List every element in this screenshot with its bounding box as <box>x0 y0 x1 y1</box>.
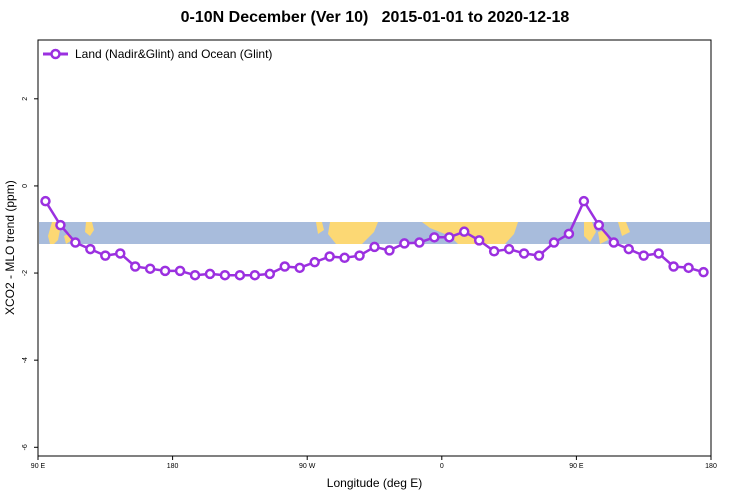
data-point <box>593 219 605 231</box>
data-point <box>174 265 186 277</box>
ocean-band <box>39 222 710 244</box>
x-tick-label: 180 <box>167 463 179 470</box>
data-point <box>533 250 545 261</box>
data-point <box>159 265 171 277</box>
series-layer <box>40 195 709 281</box>
data-point <box>488 246 500 257</box>
data-point <box>698 266 709 278</box>
axes: 90 E 180 90 W 0 90 E 180 -6 -4 -2 0 2 <box>22 97 717 470</box>
data-point <box>623 243 634 255</box>
data-point <box>518 248 530 259</box>
data-point <box>100 250 111 261</box>
x-tick-label: 90 W <box>299 463 316 470</box>
data-point <box>354 250 365 261</box>
data-point <box>563 228 575 240</box>
x-tick-label: 90 E <box>31 463 46 470</box>
background-map <box>39 222 710 244</box>
data-point <box>85 243 96 255</box>
data-point <box>219 269 231 281</box>
data-point <box>369 241 380 253</box>
land-shape <box>328 222 378 244</box>
data-point <box>668 261 679 272</box>
data-point <box>429 232 440 243</box>
land-shape <box>85 222 94 236</box>
land-shape <box>316 222 324 234</box>
data-point <box>458 226 470 237</box>
data-point <box>115 248 126 259</box>
data-point <box>608 237 620 248</box>
plot-frame <box>37 39 712 457</box>
x-tick-label: 180 <box>705 463 717 470</box>
land-shape <box>422 222 518 244</box>
data-point <box>399 238 410 249</box>
data-point <box>40 195 51 207</box>
data-point <box>384 245 395 256</box>
data-point <box>279 261 291 272</box>
data-point <box>189 269 201 281</box>
x-tick-label: 90 E <box>569 463 584 470</box>
data-point <box>144 263 156 274</box>
data-point <box>309 256 320 268</box>
x-axis-label: Longitude (deg E) <box>326 476 423 490</box>
data-point <box>473 235 485 246</box>
data-point <box>414 237 425 248</box>
data-point <box>444 232 455 243</box>
land-shape <box>584 222 596 242</box>
data-point <box>294 262 305 274</box>
y-tick-label: 2 <box>22 97 29 101</box>
data-point <box>578 195 590 207</box>
data-point <box>548 237 560 248</box>
data-point <box>264 268 276 280</box>
data-point <box>503 243 515 255</box>
data-point <box>638 250 649 261</box>
data-point <box>249 269 261 281</box>
y-tick-label: -4 <box>22 357 29 363</box>
chart-title: 0-10N December (Ver 10) 2015-01-01 to 20… <box>180 9 570 26</box>
data-point <box>55 219 66 231</box>
legend-marker <box>50 48 61 60</box>
legend: Land (Nadir&Glint) and Ocean (Glint) <box>43 47 272 61</box>
y-axis-label: XCO2 - MLO trend (ppm) <box>3 180 17 315</box>
data-point <box>339 252 350 264</box>
data-point <box>129 261 141 272</box>
y-tick-label: -2 <box>22 270 29 276</box>
land-shape <box>618 222 630 236</box>
legend-label: Land (Nadir&Glint) and Ocean (Glint) <box>75 47 272 61</box>
y-tick-label: -6 <box>22 444 29 450</box>
data-point <box>683 262 694 274</box>
data-point <box>204 268 216 280</box>
data-point <box>324 251 335 262</box>
x-tick-label: 0 <box>440 463 444 470</box>
data-point <box>234 269 246 281</box>
y-tick-label: 0 <box>22 184 29 188</box>
data-point <box>653 248 664 259</box>
data-point <box>70 237 81 248</box>
